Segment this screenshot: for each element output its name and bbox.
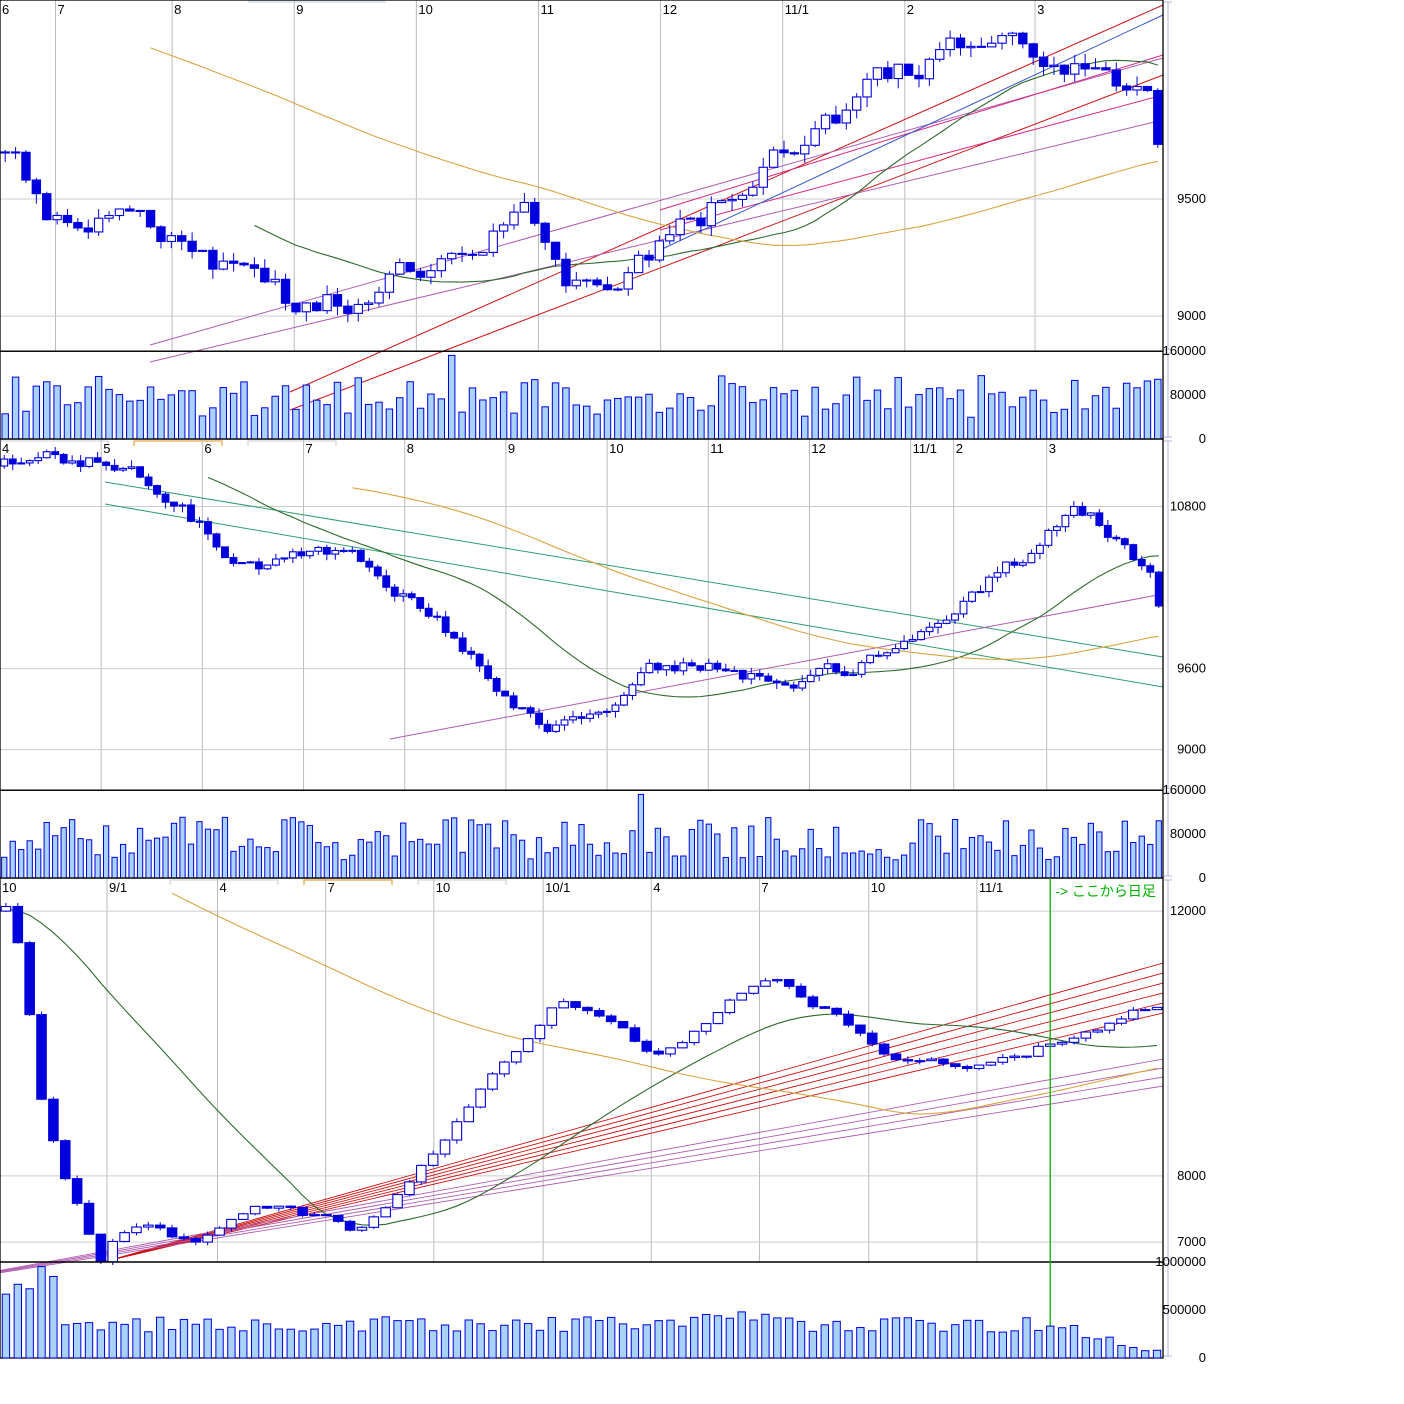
svg-text:7000: 7000	[1177, 1234, 1206, 1249]
svg-text:8: 8	[407, 441, 414, 456]
svg-text:-> ここから日足: -> ここから日足	[1055, 883, 1156, 899]
svg-text:10: 10	[2, 880, 16, 895]
svg-text:11/1: 11/1	[785, 2, 809, 17]
svg-text:2: 2	[907, 2, 914, 17]
svg-text:8000: 8000	[1177, 1168, 1206, 1183]
svg-text:5: 5	[103, 441, 110, 456]
svg-text:160000: 160000	[1163, 782, 1206, 797]
svg-text:10: 10	[871, 880, 885, 895]
svg-text:3: 3	[1037, 2, 1044, 17]
svg-text:12: 12	[663, 2, 677, 17]
svg-text:0: 0	[1199, 431, 1206, 446]
svg-text:12000: 12000	[1170, 903, 1206, 918]
svg-text:6: 6	[204, 441, 211, 456]
svg-text:10: 10	[418, 2, 432, 17]
svg-text:4: 4	[220, 880, 227, 895]
svg-text:2: 2	[956, 441, 963, 456]
svg-text:8: 8	[174, 2, 181, 17]
svg-text:1000000: 1000000	[1155, 1254, 1206, 1269]
svg-text:160000: 160000	[1163, 343, 1206, 358]
svg-text:9: 9	[296, 2, 303, 17]
svg-text:11/1: 11/1	[979, 880, 1003, 895]
svg-text:80000: 80000	[1170, 826, 1206, 841]
svg-text:7: 7	[761, 880, 768, 895]
svg-text:3: 3	[1049, 441, 1056, 456]
svg-text:11: 11	[710, 441, 724, 456]
svg-text:4: 4	[2, 441, 9, 456]
svg-text:10800: 10800	[1170, 499, 1206, 514]
svg-text:4: 4	[653, 880, 660, 895]
svg-text:12: 12	[811, 441, 825, 456]
svg-text:6: 6	[2, 2, 9, 17]
svg-text:80000: 80000	[1170, 387, 1206, 402]
svg-text:500000: 500000	[1163, 1302, 1206, 1317]
svg-text:7: 7	[58, 2, 65, 17]
svg-text:7: 7	[328, 880, 335, 895]
svg-text:9000: 9000	[1177, 308, 1206, 323]
svg-text:9500: 9500	[1177, 191, 1206, 206]
svg-text:11/1: 11/1	[913, 441, 937, 456]
svg-text:10: 10	[436, 880, 450, 895]
svg-text:9: 9	[508, 441, 515, 456]
svg-text:0: 0	[1199, 870, 1206, 885]
svg-text:11: 11	[541, 2, 555, 17]
svg-text:7: 7	[306, 441, 313, 456]
svg-text:0: 0	[1199, 1350, 1206, 1365]
svg-text:9600: 9600	[1177, 661, 1206, 676]
svg-text:10: 10	[609, 441, 623, 456]
svg-text:9/1: 9/1	[109, 880, 127, 895]
svg-text:9000: 9000	[1177, 742, 1206, 757]
svg-text:10/1: 10/1	[545, 880, 570, 895]
